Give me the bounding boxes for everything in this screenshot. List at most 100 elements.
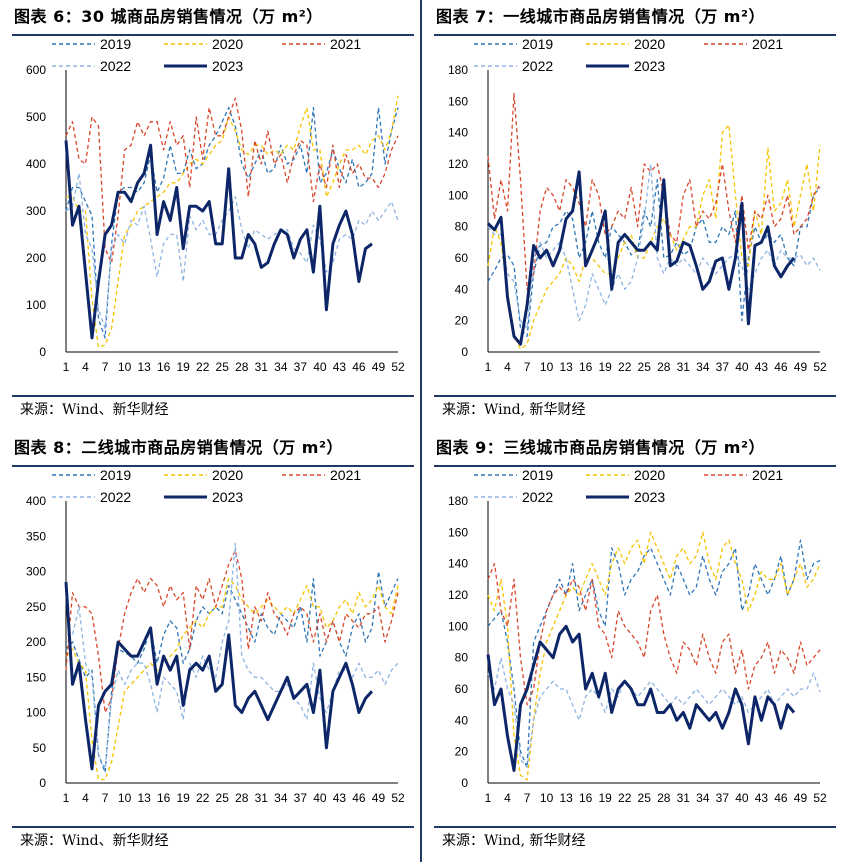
x-tick-label: 10 xyxy=(118,360,132,374)
legend-label-2023: 2023 xyxy=(212,58,243,74)
x-tick-label: 13 xyxy=(137,791,151,805)
y-tick-label: 80 xyxy=(455,651,469,665)
panel-separator xyxy=(420,0,422,862)
x-tick-label: 7 xyxy=(524,791,531,805)
x-tick-label: 34 xyxy=(696,360,710,374)
source-divider xyxy=(434,395,836,397)
source-note: 来源：Wind、新华财经 xyxy=(20,402,169,418)
y-tick-label: 100 xyxy=(26,298,46,312)
x-tick-label: 10 xyxy=(118,791,132,805)
source-divider xyxy=(12,395,414,397)
x-tick-label: 16 xyxy=(579,360,593,374)
source-note: 来源：Wind, 新华财经 xyxy=(442,833,586,849)
y-tick-label: 120 xyxy=(448,588,468,602)
series-line-2021 xyxy=(65,97,399,264)
x-tick-label: 31 xyxy=(677,360,691,374)
legend-label-2019: 2019 xyxy=(100,467,131,483)
legend-label-2022: 2022 xyxy=(100,58,131,74)
series-line-2022 xyxy=(487,163,821,330)
x-tick-label: 52 xyxy=(813,791,827,805)
y-tick-label: 140 xyxy=(448,126,468,140)
y-tick-label: 100 xyxy=(448,619,468,633)
x-tick-label: 28 xyxy=(235,791,249,805)
x-tick-label: 40 xyxy=(735,360,749,374)
y-tick-label: 60 xyxy=(455,251,469,265)
x-tick-label: 49 xyxy=(794,360,808,374)
y-tick-label: 200 xyxy=(26,635,46,649)
source-divider xyxy=(434,826,836,828)
x-tick-label: 31 xyxy=(255,791,269,805)
title-divider xyxy=(434,34,836,36)
legend-label-2019: 2019 xyxy=(522,36,553,52)
legend-label-2021: 2021 xyxy=(330,467,361,483)
panel-chart-8: 图表 8：二线城市商品房销售情况（万 m²） 0 50 100 150 200 250 30… xyxy=(0,431,422,862)
x-tick-label: 43 xyxy=(755,360,769,374)
legend-label-2021: 2021 xyxy=(752,36,783,52)
y-tick-label: 400 xyxy=(26,494,46,508)
y-tick-label: 0 xyxy=(461,776,468,790)
source-note: 来源：Wind、新华财经 xyxy=(20,833,169,849)
panel-chart-6: 图表 6：30 城商品房销售情况（万 m²） 0 100 200 300 400 500 6… xyxy=(0,0,422,431)
chart-title: 图表 7：一线城市商品房销售情况（万 m²） xyxy=(436,7,765,26)
x-tick-label: 25 xyxy=(638,360,652,374)
title-divider xyxy=(12,34,414,36)
x-tick-label: 28 xyxy=(235,360,249,374)
x-tick-label: 49 xyxy=(372,360,386,374)
x-tick-label: 28 xyxy=(657,360,671,374)
y-tick-label: 150 xyxy=(26,670,46,684)
legend-label-2020: 2020 xyxy=(212,467,243,483)
y-tick-label: 500 xyxy=(26,110,46,124)
x-tick-label: 1 xyxy=(63,791,70,805)
legend-label-2020: 2020 xyxy=(634,36,665,52)
x-tick-label: 49 xyxy=(372,791,386,805)
series-line-2020 xyxy=(66,95,399,348)
x-tick-label: 43 xyxy=(755,791,769,805)
y-tick-label: 180 xyxy=(448,63,468,77)
x-tick-label: 25 xyxy=(216,791,230,805)
series-line-2023 xyxy=(486,170,796,346)
x-tick-label: 40 xyxy=(735,791,749,805)
y-tick-label: 0 xyxy=(39,776,46,790)
y-tick-label: 600 xyxy=(26,63,46,77)
chart-title: 图表 6：30 城商品房销售情况（万 m²） xyxy=(14,7,323,26)
chart-6-svg: 0 100 200 300 400 500 600 1 4 7 10 13 16 19 22 25 28 31 34… xyxy=(26,36,405,374)
series-line-2019 xyxy=(65,570,399,774)
x-tick-label: 37 xyxy=(294,791,308,805)
panel-chart-7: 图表 7：一线城市商品房销售情况（万 m²） 0 20 40 60 80 100 120 14… xyxy=(422,0,844,431)
x-tick-label: 16 xyxy=(157,791,171,805)
x-tick-label: 10 xyxy=(540,360,554,374)
y-tick-label: 250 xyxy=(26,600,46,614)
y-tick-label: 120 xyxy=(448,157,468,171)
x-tick-label: 37 xyxy=(294,360,308,374)
x-tick-label: 52 xyxy=(391,791,405,805)
x-tick-label: 22 xyxy=(196,791,210,805)
x-tick-label: 10 xyxy=(540,791,554,805)
series-line-2019 xyxy=(487,539,821,768)
chart-8-svg: 0 50 100 150 200 250 300 350 400 1 4 7 10 13 16 19 22 25 2… xyxy=(26,467,405,805)
x-tick-label: 4 xyxy=(82,360,89,374)
x-tick-label: 52 xyxy=(813,360,827,374)
x-tick-label: 7 xyxy=(102,791,109,805)
y-tick-label: 50 xyxy=(33,741,47,755)
x-tick-label: 13 xyxy=(137,360,151,374)
x-tick-label: 46 xyxy=(352,791,366,805)
x-tick-label: 1 xyxy=(485,791,492,805)
x-tick-label: 40 xyxy=(313,360,327,374)
y-tick-label: 200 xyxy=(26,251,46,265)
legend-label-2023: 2023 xyxy=(212,489,243,505)
legend-label-2020: 2020 xyxy=(212,36,243,52)
x-tick-label: 22 xyxy=(196,360,210,374)
source-note: 来源：Wind, 新华财经 xyxy=(442,402,586,418)
series-line-2023 xyxy=(486,624,796,772)
x-tick-label: 4 xyxy=(504,360,511,374)
y-tick-label: 0 xyxy=(461,345,468,359)
y-tick-label: 100 xyxy=(26,706,46,720)
x-tick-label: 37 xyxy=(716,791,730,805)
series-line-2021 xyxy=(487,563,821,706)
x-tick-label: 1 xyxy=(63,360,70,374)
legend-label-2023: 2023 xyxy=(634,58,665,74)
x-tick-label: 25 xyxy=(638,791,652,805)
x-tick-label: 31 xyxy=(677,791,691,805)
x-tick-label: 43 xyxy=(333,360,347,374)
y-tick-label: 20 xyxy=(455,745,469,759)
